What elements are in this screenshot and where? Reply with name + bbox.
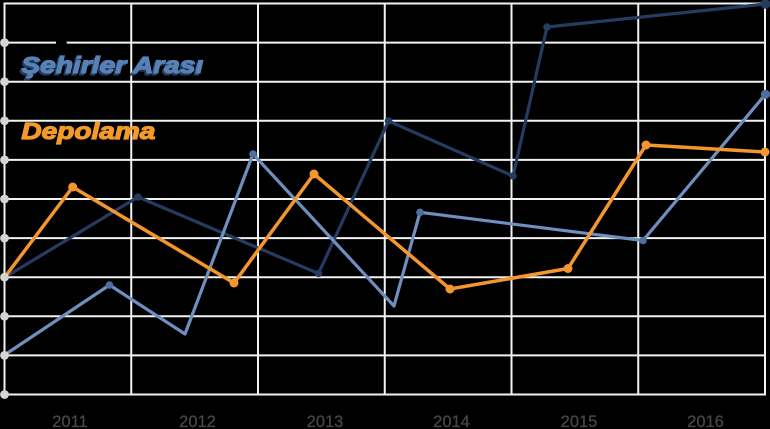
svg-text:2015: 2015 xyxy=(561,413,598,429)
svg-text:2014: 2014 xyxy=(433,413,470,429)
svg-text:2013: 2013 xyxy=(307,413,344,429)
svg-text:2016: 2016 xyxy=(687,413,724,429)
svg-text:2012: 2012 xyxy=(179,413,216,429)
svg-text:Depolama: Depolama xyxy=(21,118,155,144)
svg-text:Şehirler Arası: Şehirler Arası xyxy=(21,52,204,78)
svg-text:Şehirler Arası: Şehirler Arası xyxy=(20,54,203,80)
svg-text:2011: 2011 xyxy=(52,413,87,429)
